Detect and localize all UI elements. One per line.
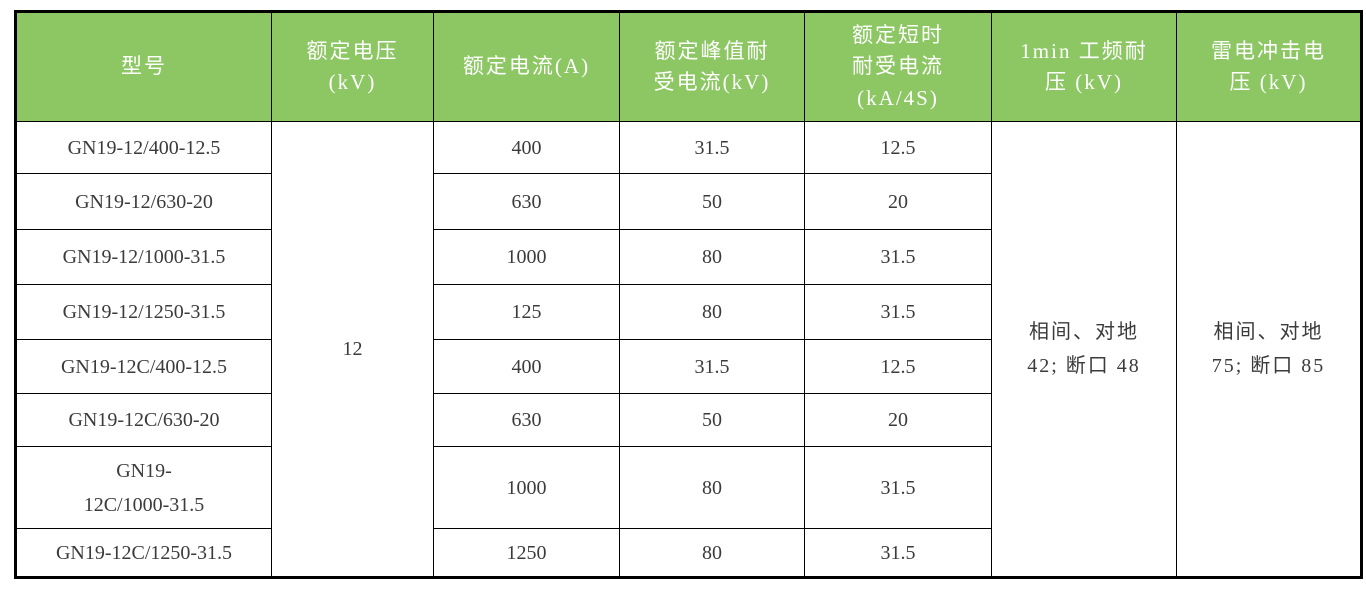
table-row: GN19-12C/1250-31.5 1250 80 31.5 — [15, 528, 1362, 578]
switch-spec-table: 型号 额定电压 (kV) 额定电流(A) 额定峰值耐 受电流(kV) 额定短时 … — [14, 10, 1363, 579]
cell-short-current: 31.5 — [804, 446, 992, 529]
cell-model: GN19-12C/630-20 — [15, 393, 272, 447]
cell-short-current: 20 — [804, 173, 992, 230]
cell-model: GN19-12C/1250-31.5 — [15, 528, 272, 578]
cell-peak-current: 80 — [619, 528, 805, 578]
cell-model: GN19-12/1000-31.5 — [15, 229, 272, 285]
table-row: GN19-12C/400-12.5 400 31.5 12.5 — [15, 339, 1362, 394]
header-power-frequency-withstand: 1min 工频耐 压 (kV) — [991, 11, 1177, 122]
cell-short-current: 12.5 — [804, 339, 992, 394]
cell-rated-current: 400 — [433, 339, 620, 394]
cell-power-freq-merged: 相间、对地 42; 断口 48 — [991, 121, 1177, 578]
cell-peak-current: 80 — [619, 284, 805, 340]
cell-peak-current: 31.5 — [619, 121, 805, 174]
cell-short-current: 20 — [804, 393, 992, 447]
cell-model: GN19-12/630-20 — [15, 173, 272, 230]
header-rated-voltage: 额定电压 (kV) — [271, 11, 434, 122]
cell-short-current: 31.5 — [804, 284, 992, 340]
cell-model: GN19-12/1250-31.5 — [15, 284, 272, 340]
header-row: 型号 额定电压 (kV) 额定电流(A) 额定峰值耐 受电流(kV) 额定短时 … — [15, 11, 1362, 122]
cell-rated-current: 400 — [433, 121, 620, 174]
cell-rated-current: 1250 — [433, 528, 620, 578]
table-row: GN19-12/1250-31.5 125 80 31.5 — [15, 284, 1362, 340]
cell-peak-current: 50 — [619, 393, 805, 447]
spec-table-container: 型号 额定电压 (kV) 额定电流(A) 额定峰值耐 受电流(kV) 额定短时 … — [14, 10, 1363, 579]
header-short-time-withstand-current: 额定短时 耐受电流 (kA/4S) — [804, 11, 992, 122]
table-row: GN19-12/1000-31.5 1000 80 31.5 — [15, 229, 1362, 285]
cell-rated-current: 630 — [433, 393, 620, 447]
cell-short-current: 31.5 — [804, 229, 992, 285]
table-row: GN19-12/630-20 630 50 20 — [15, 173, 1362, 230]
cell-rated-voltage-merged: 12 — [271, 121, 434, 578]
cell-model: GN19-12C/400-12.5 — [15, 339, 272, 394]
cell-lightning-merged: 相间、对地 75; 断口 85 — [1176, 121, 1362, 578]
cell-rated-current: 1000 — [433, 229, 620, 285]
cell-peak-current: 50 — [619, 173, 805, 230]
cell-rated-current: 1000 — [433, 446, 620, 529]
table-row: GN19-12C/630-20 630 50 20 — [15, 393, 1362, 447]
header-peak-withstand-current: 额定峰值耐 受电流(kV) — [619, 11, 805, 122]
header-lightning-impulse: 雷电冲击电 压 (kV) — [1176, 11, 1362, 122]
header-model: 型号 — [15, 11, 272, 122]
table-row: GN19-12/400-12.5 12 400 31.5 12.5 相间、对地 … — [15, 121, 1362, 578]
table-row: GN19- 12C/1000-31.5 1000 80 31.5 — [15, 446, 1362, 529]
cell-rated-current: 125 — [433, 284, 620, 340]
cell-model: GN19- 12C/1000-31.5 — [15, 446, 272, 529]
header-rated-current: 额定电流(A) — [433, 11, 620, 122]
cell-short-current: 12.5 — [804, 121, 992, 174]
cell-peak-current: 80 — [619, 446, 805, 529]
cell-rated-current: 630 — [433, 173, 620, 230]
cell-peak-current: 31.5 — [619, 339, 805, 394]
cell-model: GN19-12/400-12.5 — [15, 121, 272, 174]
cell-short-current: 31.5 — [804, 528, 992, 578]
cell-peak-current: 80 — [619, 229, 805, 285]
